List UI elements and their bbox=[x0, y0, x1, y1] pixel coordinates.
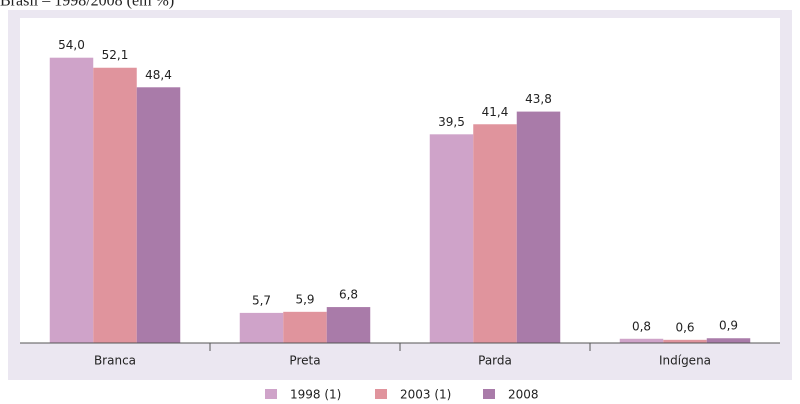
bar bbox=[136, 87, 181, 343]
bar bbox=[49, 57, 94, 343]
x-tick-label: Preta bbox=[289, 354, 320, 368]
value-label: 54,0 bbox=[58, 38, 85, 52]
value-label: 43,8 bbox=[525, 92, 552, 106]
value-label: 5,7 bbox=[252, 293, 271, 307]
chart-title: Brasil – 1998/2008 (em %) bbox=[0, 0, 174, 10]
value-label: 39,5 bbox=[438, 115, 465, 129]
bar bbox=[283, 311, 327, 343]
x-tick-label: Indígena bbox=[659, 354, 711, 368]
bar bbox=[326, 307, 371, 343]
bar bbox=[429, 134, 474, 343]
value-label: 0,9 bbox=[719, 319, 738, 333]
x-tick-label: Branca bbox=[94, 354, 136, 368]
value-label: 6,8 bbox=[339, 288, 358, 302]
bar bbox=[239, 312, 284, 343]
legend-label: 1998 (1) bbox=[290, 388, 341, 402]
legend-swatch bbox=[265, 389, 277, 399]
bar bbox=[706, 338, 751, 343]
bar bbox=[619, 338, 664, 343]
legend-label: 2003 (1) bbox=[400, 388, 451, 402]
x-tick-label: Parda bbox=[478, 354, 512, 368]
value-label: 5,9 bbox=[295, 292, 314, 306]
value-label: 48,4 bbox=[145, 68, 172, 82]
legend-swatch bbox=[483, 389, 495, 399]
bar bbox=[473, 124, 517, 344]
legend-label: 2008 bbox=[508, 388, 539, 402]
bar bbox=[93, 67, 137, 343]
value-label: 0,8 bbox=[632, 319, 651, 333]
legend-swatch bbox=[375, 389, 387, 399]
value-label: 52,1 bbox=[102, 48, 129, 62]
bar bbox=[516, 111, 561, 343]
value-label: 41,4 bbox=[482, 105, 509, 119]
value-label: 0,6 bbox=[675, 320, 694, 334]
bar bbox=[663, 339, 707, 343]
